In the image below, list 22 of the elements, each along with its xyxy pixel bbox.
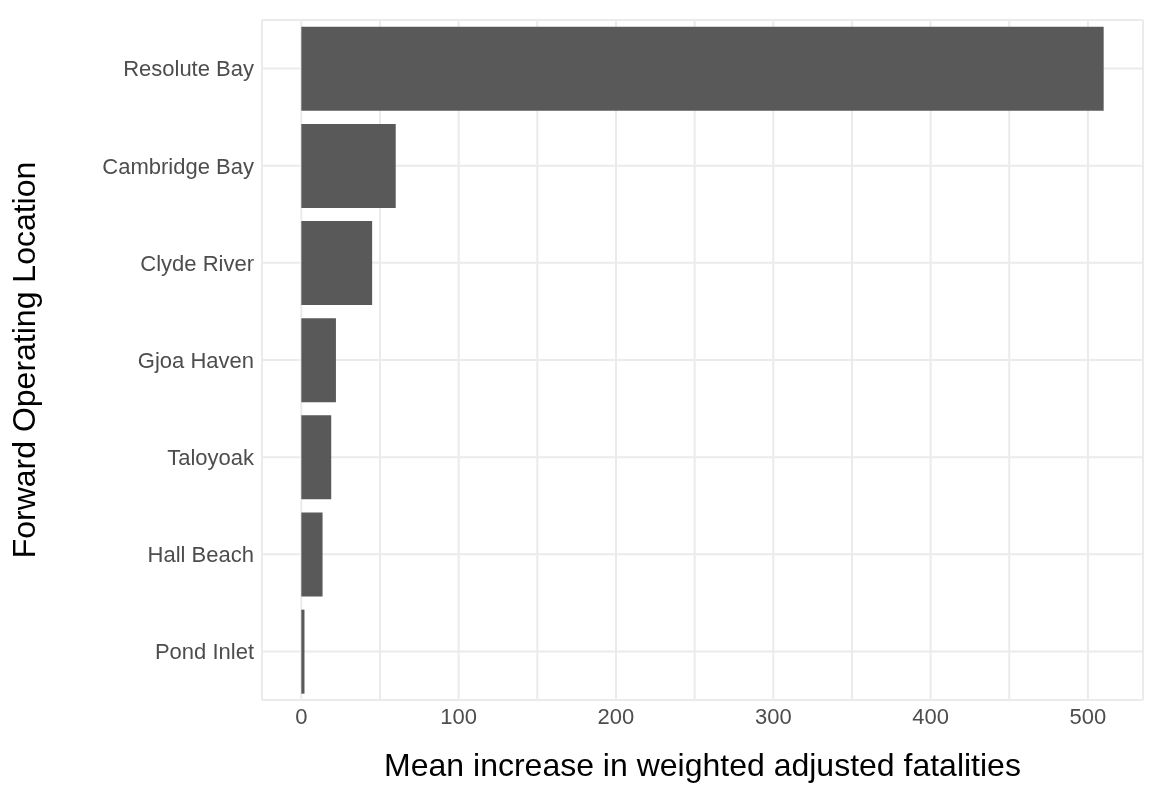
y-tick-label: Pond Inlet — [154, 639, 254, 665]
y-tick-label: Hall Beach — [147, 542, 254, 568]
bar — [301, 123, 396, 208]
x-tick-label: 0 — [295, 703, 308, 729]
y-tick-label: Taloyoak — [167, 444, 255, 470]
bar — [301, 609, 305, 694]
y-tick-label: Resolute Bay — [123, 56, 254, 82]
y-axis-title: Forward Operating Location — [6, 161, 43, 559]
bar — [301, 415, 332, 500]
x-tick-label: 300 — [754, 703, 792, 729]
x-axis-title: Mean increase in weighted adjusted fatalities — [384, 747, 1021, 783]
y-tick-label: Clyde River — [140, 250, 254, 276]
y-tick-label: Cambridge Bay — [102, 153, 254, 179]
x-tick-label: 400 — [912, 703, 949, 729]
x-tick-label: 500 — [1069, 703, 1107, 729]
bar — [301, 318, 336, 403]
x-tick-label: 100 — [440, 703, 478, 729]
x-tick-label: 200 — [597, 703, 635, 729]
y-tick-label: Gjoa Haven — [137, 347, 254, 373]
bar — [301, 26, 1104, 111]
bar — [301, 512, 323, 597]
bar — [301, 221, 373, 306]
